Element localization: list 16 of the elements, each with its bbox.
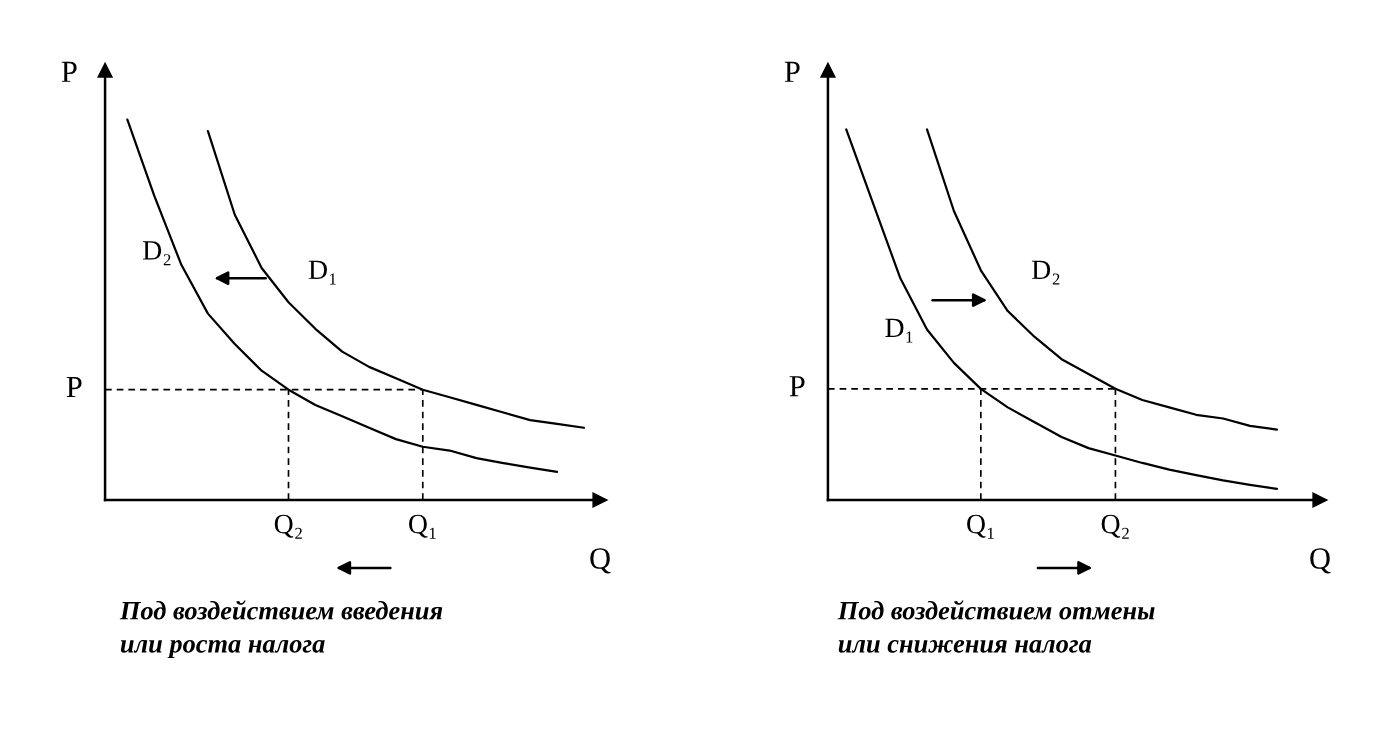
y-axis-title: P [784, 61, 800, 82]
text: Под воздействием отмены или снижения налога [837, 600, 1155, 653]
ref-line-label: P [66, 377, 82, 398]
x-axis-title: Q [1310, 548, 1331, 574]
series-label: D₂ [142, 241, 171, 266]
y-axis-title: P [61, 61, 77, 82]
series-label: D₂ [1031, 260, 1060, 285]
x-tick-label: Q₁ [409, 514, 436, 539]
x-tick-label: Q₁ [967, 514, 994, 539]
legend-label: D₁ [308, 260, 336, 285]
x-axis-title: Q [590, 548, 611, 574]
series-label: D₁ [885, 318, 913, 343]
x-tick-label: Q₂ [274, 514, 302, 539]
ref-line-label: P [789, 376, 805, 397]
text: Под воздействием введения или роста налога [119, 600, 443, 659]
x-tick-label: Q₂ [1101, 514, 1129, 539]
